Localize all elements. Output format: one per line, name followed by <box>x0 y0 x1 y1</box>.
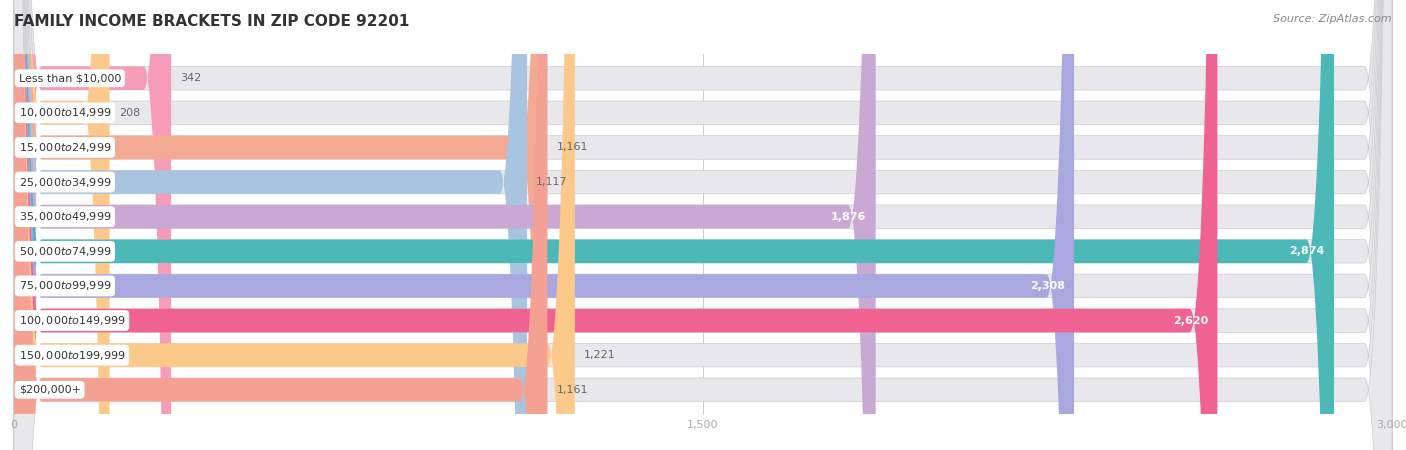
FancyBboxPatch shape <box>14 0 1074 450</box>
FancyBboxPatch shape <box>14 0 110 450</box>
Text: 2,620: 2,620 <box>1173 315 1208 325</box>
Text: 1,221: 1,221 <box>583 350 616 360</box>
FancyBboxPatch shape <box>14 0 575 450</box>
FancyBboxPatch shape <box>14 0 1392 450</box>
Text: $50,000 to $74,999: $50,000 to $74,999 <box>18 245 111 258</box>
FancyBboxPatch shape <box>14 0 527 450</box>
Text: $100,000 to $149,999: $100,000 to $149,999 <box>18 314 125 327</box>
Text: $35,000 to $49,999: $35,000 to $49,999 <box>18 210 111 223</box>
Text: 1,876: 1,876 <box>831 212 866 222</box>
FancyBboxPatch shape <box>14 0 1392 450</box>
Text: 1,161: 1,161 <box>557 143 588 153</box>
Text: 342: 342 <box>180 73 201 83</box>
Text: $75,000 to $99,999: $75,000 to $99,999 <box>18 279 111 292</box>
Text: FAMILY INCOME BRACKETS IN ZIP CODE 92201: FAMILY INCOME BRACKETS IN ZIP CODE 92201 <box>14 14 409 28</box>
Text: Source: ZipAtlas.com: Source: ZipAtlas.com <box>1274 14 1392 23</box>
Text: Less than $10,000: Less than $10,000 <box>18 73 121 83</box>
FancyBboxPatch shape <box>14 0 1392 450</box>
FancyBboxPatch shape <box>14 0 1392 450</box>
FancyBboxPatch shape <box>14 0 1392 450</box>
FancyBboxPatch shape <box>14 0 876 450</box>
FancyBboxPatch shape <box>14 0 1392 450</box>
FancyBboxPatch shape <box>14 0 172 450</box>
Text: 2,308: 2,308 <box>1031 281 1064 291</box>
Text: $150,000 to $199,999: $150,000 to $199,999 <box>18 349 125 362</box>
Text: 1,161: 1,161 <box>557 385 588 395</box>
Text: 208: 208 <box>118 108 141 118</box>
FancyBboxPatch shape <box>14 0 1392 450</box>
FancyBboxPatch shape <box>14 0 547 450</box>
Text: $25,000 to $34,999: $25,000 to $34,999 <box>18 176 111 189</box>
Text: $15,000 to $24,999: $15,000 to $24,999 <box>18 141 111 154</box>
FancyBboxPatch shape <box>14 0 1392 450</box>
FancyBboxPatch shape <box>14 0 1334 450</box>
FancyBboxPatch shape <box>14 0 1218 450</box>
Text: $10,000 to $14,999: $10,000 to $14,999 <box>18 106 111 119</box>
Text: 2,874: 2,874 <box>1289 246 1324 256</box>
Text: 1,117: 1,117 <box>536 177 568 187</box>
FancyBboxPatch shape <box>14 0 547 450</box>
Text: $200,000+: $200,000+ <box>18 385 80 395</box>
FancyBboxPatch shape <box>14 0 1392 450</box>
FancyBboxPatch shape <box>14 0 1392 450</box>
